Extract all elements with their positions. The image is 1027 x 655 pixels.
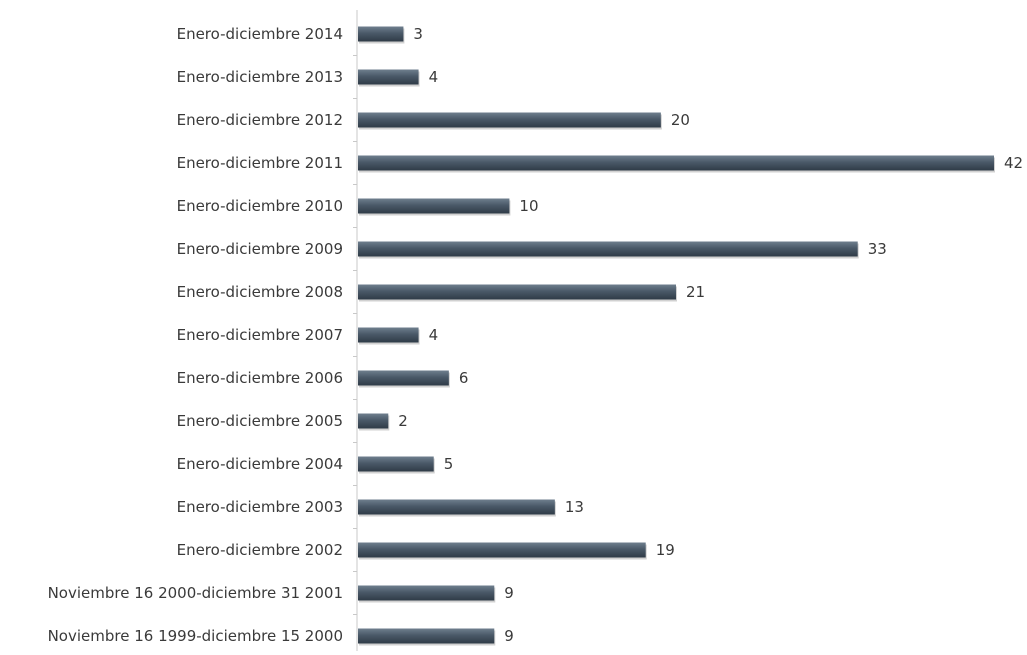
category-label: Enero-diciembre 2005 — [177, 412, 343, 430]
value-label: 5 — [444, 455, 454, 473]
value-label: 9 — [504, 584, 514, 602]
value-label: 4 — [429, 326, 439, 344]
bar — [358, 284, 676, 300]
value-label: 21 — [686, 283, 705, 301]
value-label: 4 — [429, 68, 439, 86]
bar — [358, 585, 495, 601]
bar — [358, 456, 434, 472]
bar — [358, 542, 646, 558]
bar-row: Enero-diciembre 2009 33 — [177, 240, 887, 271]
bar — [358, 155, 994, 171]
category-label: Enero-diciembre 2010 — [177, 197, 343, 215]
bar-row: Noviembre 16 2000-diciembre 31 2001 9 — [48, 584, 514, 615]
category-label: Enero-diciembre 2004 — [177, 455, 343, 473]
category-label: Noviembre 16 2000-diciembre 31 2001 — [48, 584, 343, 602]
bar-row: Enero-diciembre 2006 6 — [177, 369, 469, 400]
bar-row: Enero-diciembre 2011 42 — [177, 154, 1023, 185]
bar-row: Enero-diciembre 2010 10 — [177, 197, 539, 228]
category-label: Enero-diciembre 2008 — [177, 283, 343, 301]
category-label: Enero-diciembre 2002 — [177, 541, 343, 559]
value-label: 19 — [656, 541, 675, 559]
bar-row: Enero-diciembre 2002 19 — [177, 541, 675, 572]
bar-row: Enero-diciembre 2005 2 — [177, 412, 408, 443]
bar-row: Enero-diciembre 2012 20 — [177, 111, 690, 142]
value-label: 3 — [413, 25, 423, 43]
category-label: Enero-diciembre 2014 — [177, 25, 343, 43]
value-label: 2 — [398, 412, 408, 430]
category-label: Enero-diciembre 2009 — [177, 240, 343, 258]
bar-row: Enero-diciembre 2013 4 — [177, 68, 439, 99]
value-label: 10 — [519, 197, 538, 215]
category-label: Enero-diciembre 2013 — [177, 68, 343, 86]
category-label: Enero-diciembre 2006 — [177, 369, 343, 387]
bar-row: Enero-diciembre 2014 3 — [177, 25, 423, 56]
value-label: 33 — [868, 240, 887, 258]
category-label: Enero-diciembre 2011 — [177, 154, 343, 172]
bar-row: Enero-diciembre 2008 21 — [177, 283, 705, 314]
category-label: Enero-diciembre 2007 — [177, 326, 343, 344]
value-label: 42 — [1004, 154, 1023, 172]
bar — [358, 26, 404, 42]
bar — [358, 198, 510, 214]
value-label: 6 — [459, 369, 469, 387]
bar — [358, 370, 449, 386]
value-label: 20 — [671, 111, 690, 129]
category-label: Enero-diciembre 2003 — [177, 498, 343, 516]
bar-row: Enero-diciembre 2003 13 — [177, 498, 584, 529]
bar — [358, 69, 419, 85]
bar — [358, 327, 419, 343]
bar — [358, 628, 495, 644]
bar — [358, 112, 661, 128]
bar-row: Enero-diciembre 2004 5 — [177, 455, 454, 486]
bar — [358, 499, 555, 515]
value-label: 13 — [565, 498, 584, 516]
bar — [358, 413, 389, 429]
bar-row: Noviembre 16 1999-diciembre 15 2000 9 — [48, 627, 514, 646]
value-label: 9 — [504, 627, 514, 645]
bar-row: Enero-diciembre 2007 4 — [177, 326, 439, 357]
category-label: Enero-diciembre 2012 — [177, 111, 343, 129]
bar — [358, 241, 858, 257]
category-label: Noviembre 16 1999-diciembre 15 2000 — [48, 627, 343, 645]
